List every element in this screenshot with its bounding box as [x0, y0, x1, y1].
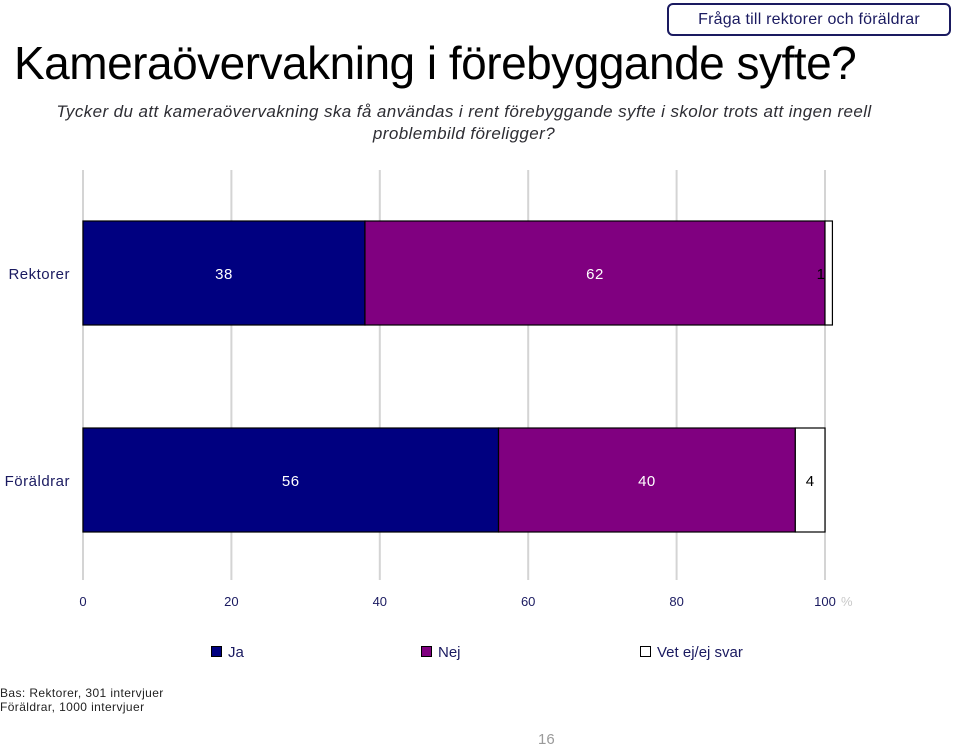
bar-data-label: 56	[282, 473, 300, 490]
bar-data-label: 4	[806, 473, 815, 490]
x-tick-label: 80	[669, 594, 683, 609]
x-tick-label: 100	[814, 594, 836, 609]
x-tick-label: 20	[224, 594, 238, 609]
base-note: Bas: Rektorer, 301 intervjuer Föräldrar,…	[0, 686, 164, 714]
stacked-bar-chart: 38 62 1 56 40 4 Rektorer Föräldrar 0 20 40 60 80 10…	[5, 170, 853, 609]
legend-label-nej: Nej	[438, 644, 461, 661]
base-note-line-2: Föräldrar, 1000 intervjuer	[0, 700, 145, 714]
bar-data-label: 1	[817, 266, 826, 283]
chart-category-labels: Rektorer Föräldrar	[5, 266, 70, 490]
category-label: Rektorer	[8, 266, 70, 283]
chart-data-labels: 38 62 1 56 40 4	[215, 266, 825, 490]
page-title: Kameraövervakning i förebyggande syfte?	[14, 37, 857, 89]
page-number: 16	[538, 731, 555, 748]
legend-swatch-vet-ej	[640, 646, 651, 657]
chart-bars	[82, 220, 834, 533]
legend-label-vet-ej: Vet ej/ej svar	[657, 644, 743, 661]
x-tick-label: 60	[521, 594, 535, 609]
bar-segment	[794, 427, 826, 533]
legend-swatch-ja	[211, 646, 222, 657]
bar-segment	[497, 427, 796, 533]
question-badge: Fråga till rektorer och föräldrar	[667, 3, 951, 36]
bar-data-label: 62	[586, 266, 604, 283]
bar-segment	[82, 220, 366, 326]
bar-segment	[82, 427, 500, 533]
bar-data-label: 38	[215, 266, 233, 283]
legend-label-ja: Ja	[228, 644, 244, 661]
bar-segment	[824, 220, 834, 326]
x-axis-unit: %	[841, 594, 853, 609]
base-note-line-1: Bas: Rektorer, 301 intervjuer	[0, 686, 164, 700]
bar-data-label: 40	[638, 473, 656, 490]
bar-segment	[364, 220, 826, 326]
category-label: Föräldrar	[5, 473, 70, 490]
chart-x-ticks: 0 20 40 60 80 100%	[79, 594, 853, 609]
legend-swatch-nej	[421, 646, 432, 657]
x-tick-label: 40	[373, 594, 387, 609]
question-text: Tycker du att kameraövervakning ska få a…	[56, 102, 872, 143]
x-tick-label: 0	[79, 594, 86, 609]
